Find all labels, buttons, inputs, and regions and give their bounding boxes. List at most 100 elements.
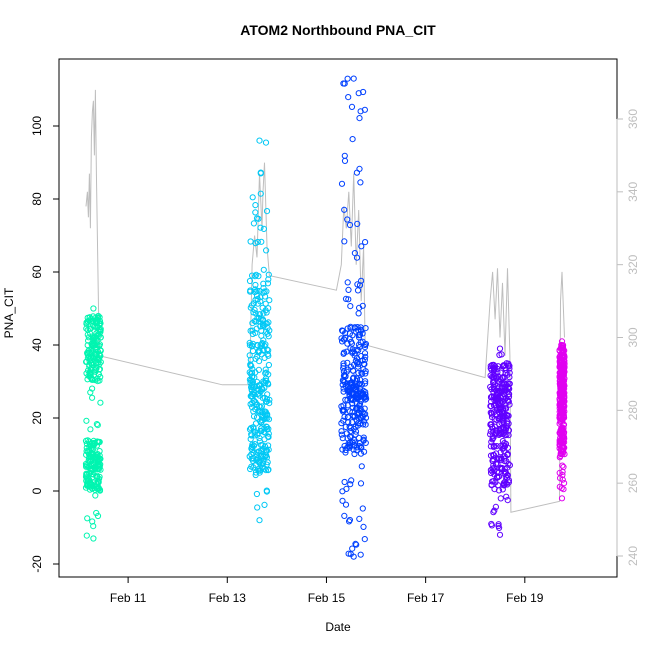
data-point	[249, 327, 256, 334]
data-point	[558, 428, 565, 435]
data-point	[254, 504, 261, 511]
data-point	[358, 353, 365, 360]
y2-tick-label: 240	[626, 546, 640, 566]
data-point	[505, 479, 512, 486]
data-point	[253, 383, 260, 390]
data-point	[504, 418, 511, 425]
data-point	[352, 382, 359, 389]
data-point	[351, 250, 358, 257]
data-point	[248, 302, 255, 309]
data-point	[557, 365, 564, 373]
data-point	[94, 478, 102, 485]
data-point	[84, 515, 91, 522]
data-point	[494, 394, 501, 401]
data-point	[97, 399, 104, 406]
data-point	[265, 361, 272, 369]
data-point	[341, 157, 349, 164]
data-point	[263, 424, 270, 431]
data-point	[505, 412, 512, 419]
data-point	[354, 287, 362, 294]
data-point	[502, 404, 509, 411]
data-point	[349, 545, 356, 552]
data-point	[340, 349, 348, 356]
data-point	[496, 431, 503, 438]
data-point	[263, 377, 270, 385]
data-point	[265, 371, 272, 378]
data-point	[260, 310, 267, 317]
series-1	[246, 137, 273, 524]
data-point	[87, 426, 94, 433]
data-point	[263, 426, 270, 433]
data-point	[89, 376, 97, 383]
data-point	[93, 351, 100, 358]
data-point	[342, 446, 349, 454]
data-point	[350, 75, 357, 82]
data-point	[492, 503, 499, 510]
data-point	[342, 295, 350, 302]
data-point	[488, 520, 495, 528]
data-point	[488, 386, 495, 393]
data-point	[557, 418, 564, 426]
data-point	[338, 335, 345, 342]
data-point	[257, 224, 264, 231]
data-point	[350, 553, 357, 560]
data-point	[250, 309, 257, 316]
data-point	[260, 225, 267, 232]
data-point	[561, 357, 568, 364]
data-point	[557, 377, 564, 384]
series-4	[556, 338, 568, 502]
data-point	[497, 449, 504, 456]
y-tick-label: 20	[30, 411, 44, 425]
data-point	[487, 421, 494, 428]
data-point	[265, 347, 272, 354]
data-point	[360, 88, 367, 96]
data-point	[491, 486, 498, 493]
data-point	[361, 536, 368, 543]
data-point	[358, 369, 365, 376]
data-point	[250, 220, 257, 227]
y2-axis: 240 260 280 300 320 340 360	[616, 109, 640, 566]
data-point	[261, 288, 268, 295]
data-point	[362, 340, 369, 348]
data-point	[351, 352, 358, 359]
data-point	[339, 497, 346, 504]
data-point	[349, 136, 356, 143]
data-point	[494, 369, 501, 376]
y2-tick-label: 300	[626, 327, 640, 347]
data-point	[262, 415, 269, 422]
data-point	[85, 337, 92, 344]
data-point	[263, 208, 271, 215]
data-point	[497, 443, 504, 450]
data-point	[493, 416, 500, 423]
data-point	[352, 431, 359, 438]
data-point	[494, 365, 501, 372]
data-point	[361, 344, 369, 351]
data-point	[342, 396, 349, 403]
data-point	[247, 465, 254, 473]
data-point	[92, 366, 99, 373]
data-point	[345, 94, 352, 101]
data-point	[561, 429, 568, 436]
data-point	[93, 509, 100, 517]
data-point	[248, 386, 255, 393]
data-point	[84, 437, 91, 444]
data-point	[561, 382, 568, 390]
data-point	[348, 477, 355, 484]
data-point	[247, 288, 254, 295]
data-point	[502, 370, 509, 377]
data-point	[255, 215, 262, 222]
data-point	[338, 403, 345, 410]
data-point	[362, 380, 369, 387]
data-point	[95, 485, 102, 492]
data-point	[345, 296, 352, 303]
y-tick-label: 40	[30, 338, 44, 352]
data-point	[497, 465, 504, 472]
data-point	[341, 512, 348, 520]
data-point	[93, 421, 101, 428]
data-point	[92, 315, 99, 322]
data-point	[503, 425, 510, 432]
y-tick-label: 80	[30, 192, 44, 206]
data-point	[353, 447, 360, 454]
data-point	[506, 369, 513, 376]
data-point	[490, 393, 498, 400]
